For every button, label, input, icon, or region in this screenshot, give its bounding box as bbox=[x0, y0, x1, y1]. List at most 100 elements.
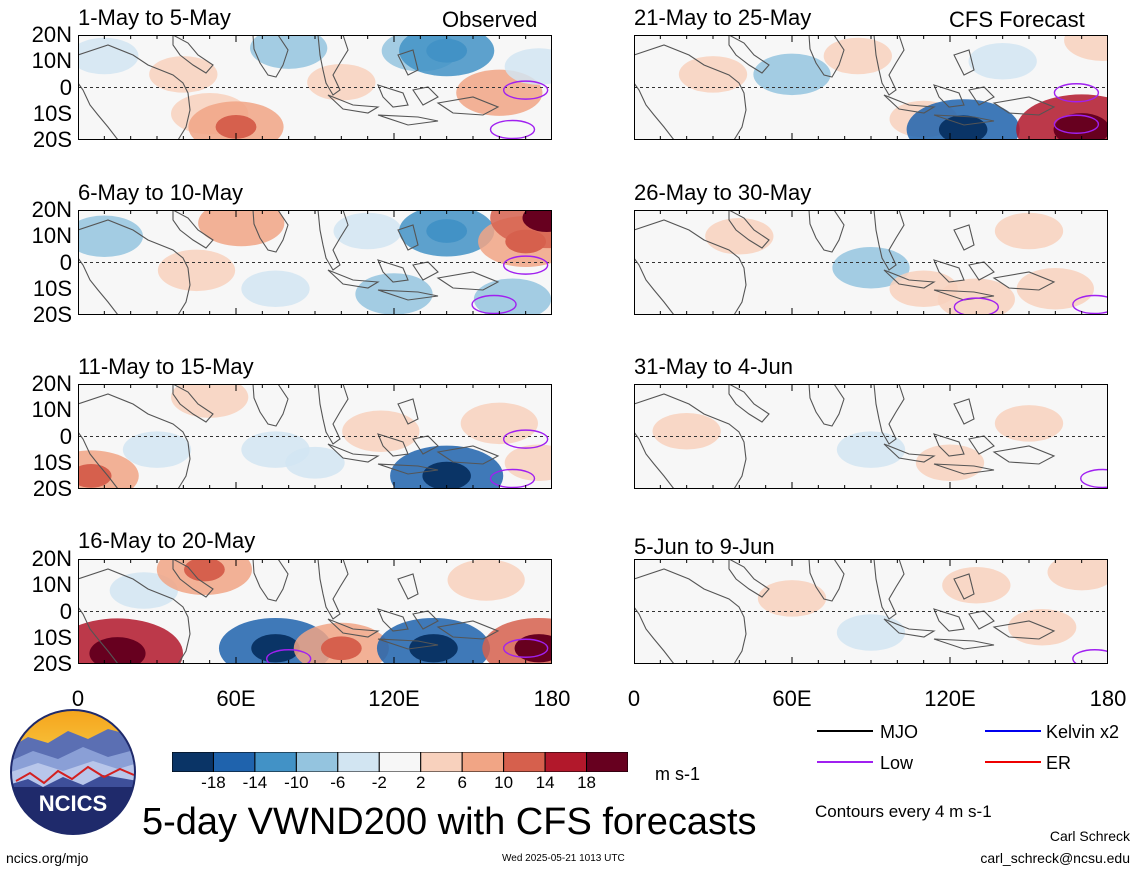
map-panel-fcst-1 bbox=[634, 35, 1108, 140]
map-panel-obs-2 bbox=[78, 210, 552, 315]
coastline bbox=[78, 568, 191, 664]
map-panel-fcst-3 bbox=[634, 384, 1108, 489]
coastline bbox=[397, 573, 419, 600]
negative-anomaly-blob bbox=[333, 212, 402, 250]
negative-anomaly-blob bbox=[122, 431, 192, 468]
positive-anomaly-blob bbox=[823, 37, 892, 75]
lat-label-0-3: 10S bbox=[32, 100, 72, 126]
lat-label-3-3: 10S bbox=[32, 624, 72, 650]
colorbar-swatch bbox=[212, 752, 256, 772]
coastline bbox=[634, 393, 747, 489]
negative-anomaly-blob bbox=[250, 35, 328, 69]
coastline bbox=[252, 384, 289, 427]
low-frequency-contour bbox=[502, 255, 549, 275]
lat-label-3-2: 0 bbox=[59, 598, 72, 624]
positive-anomaly-blob bbox=[757, 580, 827, 617]
positive-anomaly-blob bbox=[994, 405, 1064, 442]
colorbar-swatch bbox=[378, 752, 422, 772]
positive-anomaly-blob bbox=[1016, 268, 1094, 310]
coastline bbox=[377, 463, 439, 475]
coastline bbox=[436, 96, 500, 116]
map-panel-obs-3 bbox=[78, 384, 552, 489]
lon-label-right-60e: 60E bbox=[772, 686, 812, 711]
coastline bbox=[436, 271, 500, 291]
coastline bbox=[377, 84, 409, 108]
coastline bbox=[172, 210, 214, 249]
coastline bbox=[873, 210, 905, 271]
coastline bbox=[728, 559, 770, 598]
positive-anomaly-blob bbox=[678, 56, 748, 93]
coastline bbox=[377, 289, 439, 301]
map-content bbox=[634, 384, 1108, 489]
coastline bbox=[252, 210, 289, 253]
low-frequency-contour bbox=[953, 297, 1000, 315]
positive-anomaly-blob bbox=[937, 278, 1015, 315]
author-name: Carl Schreck bbox=[1049, 828, 1130, 844]
negative-anomaly-blob bbox=[504, 48, 552, 85]
anomaly-core bbox=[320, 636, 362, 661]
coastline bbox=[634, 44, 747, 140]
coastline bbox=[377, 433, 409, 457]
map-content bbox=[78, 559, 552, 664]
coastline bbox=[634, 219, 747, 315]
lon-label-right-0: 0 bbox=[627, 686, 641, 711]
lat-label-1-2: 0 bbox=[59, 249, 72, 275]
coastline bbox=[327, 443, 380, 463]
legend-er-label: ER bbox=[1046, 753, 1072, 773]
anomaly-core bbox=[184, 559, 225, 582]
negative-anomaly-blob bbox=[241, 270, 310, 308]
coastline bbox=[808, 35, 845, 78]
coastline bbox=[808, 384, 845, 427]
colorbar-tick-label: 14 bbox=[535, 773, 555, 792]
lat-label-2-3: 10S bbox=[32, 449, 72, 475]
coastline bbox=[808, 559, 845, 602]
coastline bbox=[933, 84, 965, 108]
ncics-logo: NCICS bbox=[10, 709, 136, 835]
map-panel-obs-1 bbox=[78, 35, 552, 140]
observed-label: Observed bbox=[442, 7, 538, 32]
colorbar-swatch bbox=[337, 752, 380, 772]
coastline bbox=[883, 94, 936, 114]
positive-anomaly-blob bbox=[504, 444, 552, 482]
coastline bbox=[933, 259, 965, 283]
positive-anomaly-blob bbox=[342, 410, 420, 452]
lat-label-2-1: 10N bbox=[31, 397, 72, 423]
lat-label-0-1: 10N bbox=[31, 48, 72, 74]
coastline bbox=[634, 568, 747, 664]
panel-title-fcst-3: 31-May to 4-Jun bbox=[634, 354, 793, 379]
panel-title-obs-2: 6-May to 10-May bbox=[78, 180, 244, 205]
coastline bbox=[933, 433, 965, 457]
coastline bbox=[397, 224, 419, 251]
logo-text: NCICS bbox=[39, 791, 107, 816]
lat-label-3-0: 20N bbox=[31, 546, 72, 571]
coastline bbox=[377, 638, 439, 650]
coastline bbox=[933, 114, 995, 126]
source-url: ncics.org/mjo bbox=[6, 850, 89, 866]
colorbar-tick-label: -10 bbox=[284, 773, 309, 792]
coastline bbox=[252, 35, 289, 78]
negative-anomaly-blob bbox=[832, 247, 910, 289]
colorbar-swatch bbox=[503, 752, 546, 772]
colorbar bbox=[172, 752, 628, 772]
coastline bbox=[317, 559, 349, 620]
forecast-label: CFS Forecast bbox=[949, 7, 1085, 32]
negative-anomaly-blob bbox=[836, 614, 906, 651]
colorbar-swatch bbox=[544, 752, 588, 772]
lat-label-2-0: 20N bbox=[31, 371, 72, 396]
coastline bbox=[992, 96, 1056, 116]
lon-label-left-60e: 60E bbox=[216, 686, 256, 711]
panel-title-fcst-4: 5-Jun to 9-Jun bbox=[634, 534, 775, 559]
colorbar-unit: m s-1 bbox=[655, 764, 700, 784]
colorbar-tick-label: -6 bbox=[330, 773, 346, 792]
positive-anomaly-blob bbox=[149, 56, 218, 93]
coastline bbox=[728, 210, 770, 249]
coastline bbox=[317, 210, 349, 271]
panel-title-obs-3: 11-May to 15-May bbox=[78, 354, 254, 379]
coastline bbox=[412, 86, 439, 106]
coastline bbox=[377, 608, 409, 632]
colorbar-tick-label: -2 bbox=[371, 773, 387, 792]
coastline bbox=[327, 618, 380, 638]
coastline bbox=[873, 559, 905, 620]
coastline bbox=[436, 620, 500, 640]
colorbar-swatch bbox=[172, 752, 214, 772]
